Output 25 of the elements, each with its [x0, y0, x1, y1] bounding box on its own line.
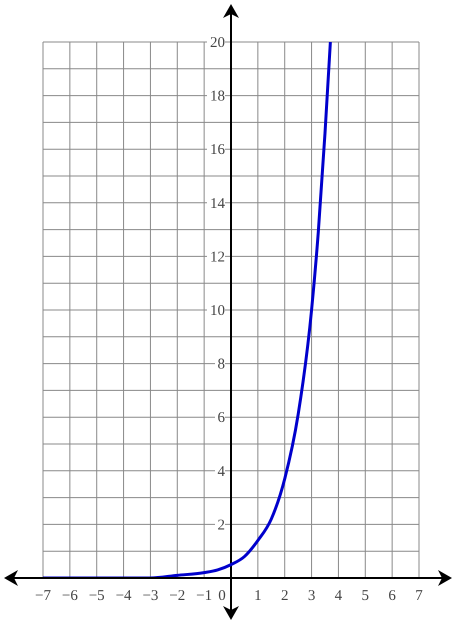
- x-tick-label: −3: [142, 588, 158, 604]
- x-tick-label: 1: [254, 588, 262, 604]
- x-tick-label: 2: [280, 588, 288, 604]
- y-tick-label: 8: [218, 356, 225, 373]
- x-tick-label: −4: [116, 588, 132, 604]
- y-tick-label: 12: [210, 249, 225, 266]
- y-tick-label: 20: [210, 35, 225, 51]
- y-tick-label: 2: [218, 517, 225, 534]
- y-tick-label: 18: [210, 88, 225, 105]
- x-tick-label: −6: [62, 588, 78, 604]
- x-tick-label: −5: [88, 588, 105, 604]
- x-tick-label: −2: [169, 588, 186, 604]
- x-tick-label: 3: [308, 588, 316, 604]
- y-tick-label: 6: [218, 410, 226, 426]
- y-tick-label: 10: [210, 303, 225, 319]
- x-tick-label: 6: [388, 588, 396, 604]
- x-tick-label: 5: [362, 588, 370, 604]
- x-tick-label: 0: [218, 588, 226, 604]
- x-tick-label: −7: [35, 588, 52, 604]
- y-tick-label: 14: [210, 196, 226, 212]
- x-tick-label: 7: [415, 588, 424, 604]
- x-tick-label: 4: [334, 588, 343, 604]
- x-tick-label: −1: [196, 588, 212, 604]
- y-tick-label: 4: [218, 464, 226, 480]
- y-tick-label: 16: [210, 142, 226, 158]
